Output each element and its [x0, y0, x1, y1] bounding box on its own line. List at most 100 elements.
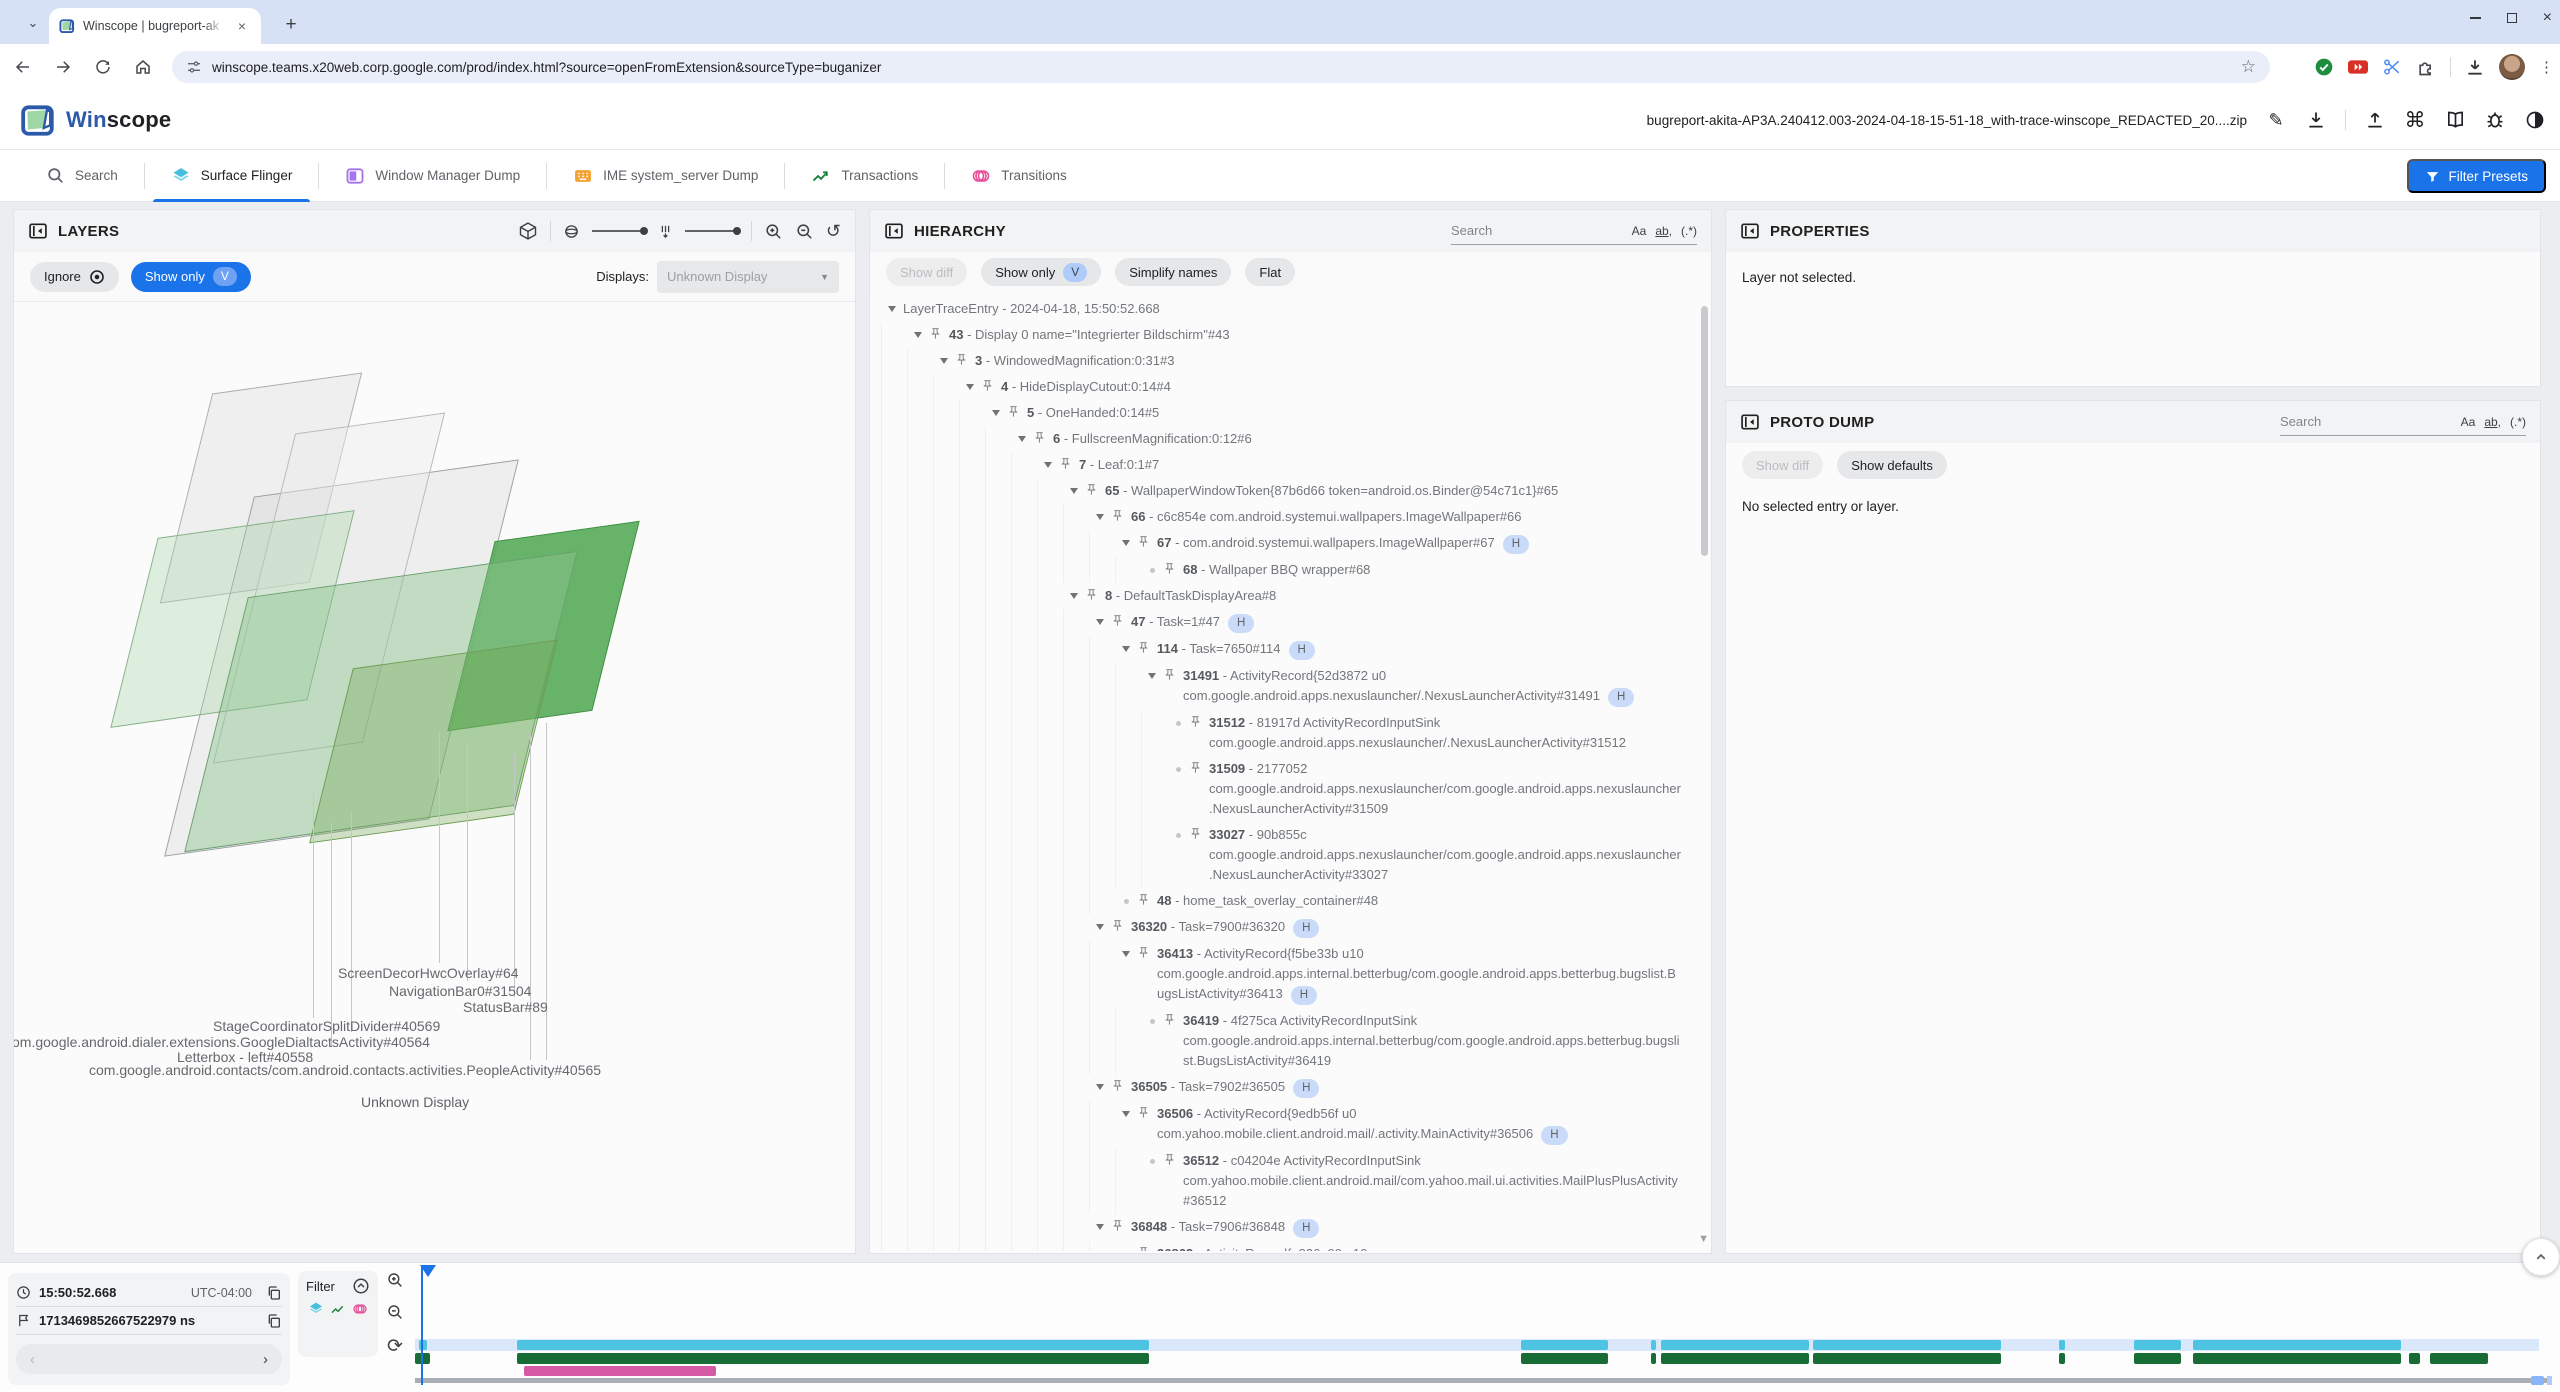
- extension-red-icon[interactable]: [2348, 59, 2368, 75]
- trace-segment[interactable]: [2058, 1353, 2066, 1364]
- pin-icon[interactable]: [1189, 710, 1209, 728]
- transactions-track-row[interactable]: [415, 1353, 2550, 1364]
- extensions-puzzle-icon[interactable]: [2416, 57, 2436, 77]
- home-icon[interactable]: [126, 50, 160, 84]
- trace-segment[interactable]: [2409, 1353, 2420, 1364]
- reload-icon[interactable]: [86, 50, 120, 84]
- collapse-panel-icon[interactable]: [1740, 221, 1760, 241]
- tree-node[interactable]: 36862 - ActivityRecord{a836a99 u10 com.g…: [881, 1241, 1681, 1251]
- expander-icon[interactable]: [1115, 636, 1137, 652]
- filter-presets-button[interactable]: Filter Presets: [2407, 159, 2546, 193]
- expander-icon[interactable]: [1089, 1074, 1111, 1090]
- trace-segment[interactable]: [523, 1366, 717, 1376]
- expander-icon[interactable]: [1037, 452, 1059, 468]
- trace-segment[interactable]: [1651, 1353, 1657, 1364]
- pin-icon[interactable]: [1085, 583, 1105, 601]
- trace-segment[interactable]: [419, 1340, 427, 1350]
- upload-icon[interactable]: [2364, 110, 2386, 130]
- display-select[interactable]: Unknown Display ▼: [657, 260, 839, 293]
- expander-icon[interactable]: [1115, 1101, 1137, 1117]
- trace-segment[interactable]: [1520, 1353, 1609, 1364]
- current-time-marker[interactable]: [420, 1265, 436, 1385]
- forward-icon[interactable]: [46, 50, 80, 84]
- trace-segment[interactable]: [2133, 1340, 2181, 1350]
- tab-surface-flinger[interactable]: Surface Flinger: [145, 150, 319, 202]
- pin-icon[interactable]: [1111, 914, 1131, 932]
- marker-head-icon[interactable]: [420, 1265, 436, 1277]
- swirl-icon[interactable]: [352, 1301, 368, 1317]
- trace-segment[interactable]: [2193, 1353, 2401, 1364]
- rotation-slider[interactable]: [591, 227, 648, 235]
- pin-icon[interactable]: [955, 348, 975, 366]
- tree-node[interactable]: 36512 - c04204e ActivityRecordInputSink …: [881, 1148, 1681, 1214]
- tab-transactions[interactable]: Transactions: [785, 150, 944, 202]
- tab-ime-dump[interactable]: IME system_server Dump: [547, 150, 784, 202]
- trace-segment[interactable]: [1660, 1353, 1810, 1364]
- tree-node[interactable]: 48 - home_task_overlay_container#48: [881, 888, 1681, 914]
- proto-show-diff-chip[interactable]: Show diff: [1742, 451, 1824, 479]
- tab-search-button[interactable]: ⌄: [27, 15, 39, 30]
- dark-mode-icon[interactable]: [2524, 110, 2546, 130]
- trace-segment[interactable]: [517, 1353, 1150, 1364]
- show-only-visible-chip[interactable]: Show only V: [130, 261, 251, 292]
- timeline-scrollbar[interactable]: [415, 1378, 2550, 1383]
- tree-node[interactable]: 36848 - Task=7906#36848 H: [881, 1214, 1681, 1241]
- pin-icon[interactable]: [1059, 452, 1079, 470]
- bookmark-star-icon[interactable]: ☆: [2240, 57, 2256, 76]
- collapse-filter-icon[interactable]: [352, 1277, 370, 1295]
- tree-node[interactable]: 47 - Task=1#47 H: [881, 609, 1681, 636]
- chart-icon[interactable]: [330, 1301, 346, 1317]
- expander-icon[interactable]: [881, 296, 903, 312]
- previous-entry-icon[interactable]: ‹: [30, 1350, 35, 1368]
- tree-node[interactable]: 7 - Leaf:0:1#7: [881, 452, 1681, 478]
- pin-icon[interactable]: [1033, 426, 1053, 444]
- pin-icon[interactable]: [1007, 400, 1027, 418]
- new-tab-button[interactable]: +: [285, 14, 297, 35]
- pin-icon[interactable]: [1163, 1008, 1183, 1026]
- match-case-icon[interactable]: Aa: [1631, 223, 1647, 238]
- trace-segment[interactable]: [1813, 1353, 2002, 1364]
- timestamp-value[interactable]: 15:50:52.668: [39, 1285, 117, 1300]
- match-case-icon[interactable]: Aa: [2460, 414, 2476, 429]
- tree-node[interactable]: 31491 - ActivityRecord{52d3872 u0 com.go…: [881, 663, 1681, 710]
- expander-icon[interactable]: [1115, 941, 1137, 957]
- timeline-track[interactable]: [415, 1263, 2553, 1392]
- timeline-reset-zoom-icon[interactable]: ⟳: [387, 1336, 403, 1357]
- zoom-out-icon[interactable]: [795, 222, 814, 241]
- expander-icon[interactable]: [1141, 663, 1163, 679]
- tab-window-manager-dump[interactable]: Window Manager Dump: [319, 150, 546, 202]
- show-diff-chip[interactable]: Show diff: [886, 258, 968, 286]
- trace-segment[interactable]: [1651, 1340, 1657, 1350]
- pin-icon[interactable]: [981, 374, 1001, 392]
- downloads-icon[interactable]: [2465, 57, 2485, 77]
- tree-node[interactable]: 6 - FullscreenMagnification:0:12#6: [881, 426, 1681, 452]
- hierarchy-tree[interactable]: LayerTraceEntry - 2024-04-18, 15:50:52.6…: [870, 292, 1697, 1251]
- window-minimize-icon[interactable]: [2469, 17, 2481, 19]
- tree-node[interactable]: 31509 - 2177052 com.google.android.apps.…: [881, 756, 1681, 822]
- expander-icon[interactable]: [1063, 583, 1085, 599]
- timeline-zoom-in-icon[interactable]: [386, 1271, 404, 1289]
- proto-search-input[interactable]: [2280, 414, 2453, 429]
- tree-node[interactable]: 33027 - 90b855c com.google.android.apps.…: [881, 822, 1681, 888]
- window-maximize-icon[interactable]: [2506, 13, 2517, 23]
- show-only-chip[interactable]: Show only V: [981, 258, 1102, 286]
- proto-search-field[interactable]: Aa ab, (.*): [2280, 408, 2526, 436]
- expander-icon[interactable]: [1115, 1241, 1137, 1251]
- pin-icon[interactable]: [1163, 663, 1183, 681]
- pin-icon[interactable]: [1111, 1074, 1131, 1092]
- ignore-visibility-chip[interactable]: Ignore: [30, 261, 119, 292]
- report-bug-icon[interactable]: [2484, 110, 2506, 130]
- surface-flinger-track-row[interactable]: [415, 1340, 2550, 1350]
- transitions-track-row[interactable]: [415, 1366, 2550, 1376]
- expand-timeline-button[interactable]: [2522, 1238, 2560, 1276]
- tree-node[interactable]: 65 - WallpaperWindowToken{87b6d66 token=…: [881, 478, 1681, 504]
- tree-node[interactable]: 114 - Task=7650#114 H: [881, 636, 1681, 663]
- pin-icon[interactable]: [1137, 941, 1157, 959]
- tree-node[interactable]: 67 - com.android.systemui.wallpapers.Ima…: [881, 530, 1681, 557]
- tree-node[interactable]: 31512 - 81917d ActivityRecordInputSink c…: [881, 710, 1681, 756]
- match-word-icon[interactable]: ab,: [2484, 414, 2501, 429]
- reset-view-icon[interactable]: ↺: [825, 220, 841, 241]
- pin-icon[interactable]: [1137, 888, 1157, 906]
- expander-icon[interactable]: [933, 348, 955, 364]
- expander-icon[interactable]: [959, 374, 981, 390]
